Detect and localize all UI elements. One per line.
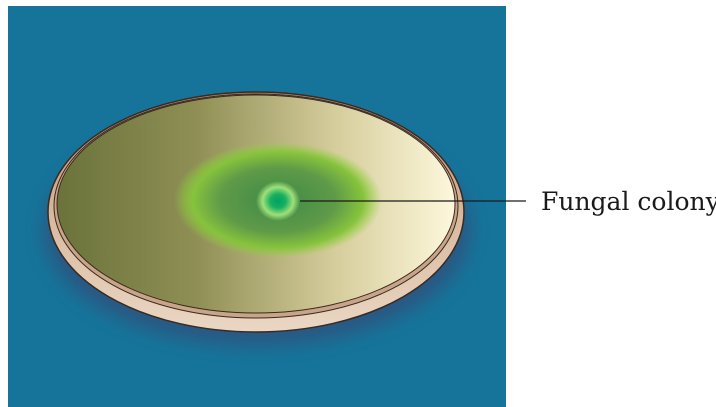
fungal-colony-label: Fungal colony: [541, 187, 716, 216]
colony-center: [256, 181, 300, 221]
